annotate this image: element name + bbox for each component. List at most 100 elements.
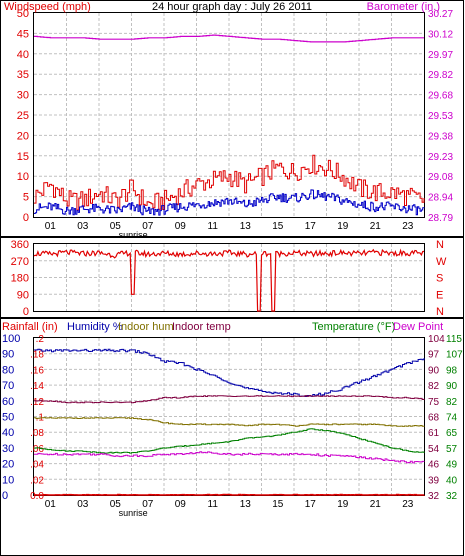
temperature-axis-label: Temperature (°F) xyxy=(312,321,395,333)
indoor-temp-y-tick: 54 xyxy=(428,444,440,455)
wind-gust-line xyxy=(34,154,425,211)
direction-panel-frame xyxy=(0,237,464,318)
x-tick-label: 05 xyxy=(110,499,122,510)
x-tick-label: 21 xyxy=(370,221,382,232)
barometer-y-tick: 29.97 xyxy=(428,50,453,61)
compass-tick: N xyxy=(436,239,444,251)
humidity-y-tick: 20 xyxy=(2,459,14,471)
barometer-y-tick: 28.94 xyxy=(428,193,453,204)
rainfall-y-tick: .12 xyxy=(30,397,44,408)
humidity-y-tick: 70 xyxy=(2,380,14,392)
barometer-y-tick: 28.79 xyxy=(428,213,453,224)
humidity-y-tick: 50 xyxy=(2,412,14,424)
wind-y-tick: 10 xyxy=(17,171,29,183)
sunrise-label: sunrise xyxy=(119,508,148,518)
indoor-temp-y-tick: 82 xyxy=(428,381,440,392)
x-tick-label: 01 xyxy=(45,499,57,510)
x-tick-label: 07 xyxy=(142,499,154,510)
wind-direction-line xyxy=(33,248,425,312)
climate-plot-area xyxy=(33,337,425,496)
humidity-y-tick: 90 xyxy=(2,349,14,361)
rainfall-y-tick: .2 xyxy=(36,334,45,345)
dew-point-line xyxy=(34,451,425,464)
wind-y-tick: 35 xyxy=(17,69,29,81)
rainfall-y-tick: .16 xyxy=(30,365,44,376)
rainfall-y-tick: 0.0 xyxy=(30,491,44,502)
temperature-y-tick: 40 xyxy=(446,475,458,486)
rainfall-y-tick: .04 xyxy=(30,460,44,471)
humidity-line xyxy=(34,348,425,397)
wind-y-tick: 45 xyxy=(17,28,29,40)
x-tick-label: 19 xyxy=(337,221,349,232)
rainfall-line xyxy=(34,493,425,496)
direction-y-tick: 180 xyxy=(11,273,29,285)
indoor-temp-y-tick: 32 xyxy=(428,491,440,502)
wind-series xyxy=(34,34,425,216)
direction-plot-area xyxy=(33,243,425,312)
barometer-y-tick: 30.27 xyxy=(428,9,453,20)
barometer-y-tick: 29.53 xyxy=(428,111,453,122)
wind-y-tick: 40 xyxy=(17,49,29,61)
x-tick-label: 07 xyxy=(142,221,154,232)
indoor-hum-axis-label: Indoor hum xyxy=(118,321,174,333)
humidity-y-tick: 10 xyxy=(2,474,14,486)
x-tick-label: 23 xyxy=(402,499,414,510)
rainfall-y-tick: .08 xyxy=(30,428,44,439)
barometer-line xyxy=(34,34,424,43)
temperature-y-tick: 65 xyxy=(446,428,458,439)
x-tick-label: 21 xyxy=(370,499,382,510)
x-tick-label: 19 xyxy=(337,499,349,510)
indoor-temp-axis-label: Indoor temp xyxy=(172,321,231,333)
indoor-temp-y-tick: 97 xyxy=(428,350,440,361)
x-tick-label: 13 xyxy=(240,221,252,232)
x-tick-label: 11 xyxy=(208,499,219,510)
rainfall-y-tick: .06 xyxy=(30,444,44,455)
temperature-y-tick: 74 xyxy=(446,413,458,424)
humidity-y-tick: 60 xyxy=(2,396,14,408)
sunrise-label: sunrise xyxy=(119,230,148,240)
x-tick-label: 05 xyxy=(110,221,122,232)
wind-axis-ticks: 01 03 05 07 09 11 13 15 17 19 21 23sunrise051015202… xyxy=(17,8,454,240)
wind-y-tick: 0 xyxy=(23,212,29,224)
wind-y-tick: 50 xyxy=(17,8,29,20)
compass-tick: E xyxy=(436,289,443,301)
wind-axis-label: Windspeed (mph) xyxy=(4,1,91,13)
x-tick-label: 17 xyxy=(305,499,317,510)
indoor-temp-line xyxy=(34,395,425,404)
direction-y-tick: 0 xyxy=(23,306,29,318)
wind-grid xyxy=(34,13,424,217)
x-tick-label: 23 xyxy=(402,221,414,232)
temperature-y-tick: 82 xyxy=(446,397,458,408)
x-tick-label: 01 xyxy=(45,221,57,232)
indoor-temp-y-tick: 75 xyxy=(428,397,440,408)
direction-y-tick: 90 xyxy=(17,289,29,301)
climate-axis-ticks: 01 03 05 07 09 11 13 15 17 19 21 23sunrise100908070… xyxy=(2,333,463,518)
climate-series xyxy=(34,348,425,496)
barometer-y-tick: 29.23 xyxy=(428,152,453,163)
compass-tick: W xyxy=(436,256,447,268)
humidity-y-tick: 40 xyxy=(2,427,14,439)
temperature-y-tick: 98 xyxy=(446,365,458,376)
climate-grid xyxy=(34,338,424,495)
rainfall-y-tick: .14 xyxy=(30,381,44,392)
indoor-temp-y-tick: 46 xyxy=(428,460,440,471)
dew-point-axis-label: Dew Point xyxy=(393,321,443,333)
compass-tick: N xyxy=(436,306,444,318)
wind-y-tick: 20 xyxy=(17,130,29,142)
temperature-line xyxy=(34,428,425,454)
direction-y-tick: 270 xyxy=(11,256,29,268)
temperature-y-tick: 107 xyxy=(446,350,463,361)
barometer-y-tick: 29.08 xyxy=(428,172,453,183)
indoor-temp-y-tick: 68 xyxy=(428,413,440,424)
humidity-axis-label: Humidity % xyxy=(67,321,123,333)
temperature-y-tick: 115 xyxy=(446,334,462,345)
wind-y-tick: 30 xyxy=(17,90,29,102)
indoor-temp-y-tick: 90 xyxy=(428,365,440,376)
barometer-y-tick: 29.38 xyxy=(428,131,453,142)
indoor-temp-y-tick: 104 xyxy=(428,334,445,345)
rainfall-axis-label: Rainfall (in) xyxy=(2,321,58,333)
temperature-y-tick: 57 xyxy=(446,444,458,455)
